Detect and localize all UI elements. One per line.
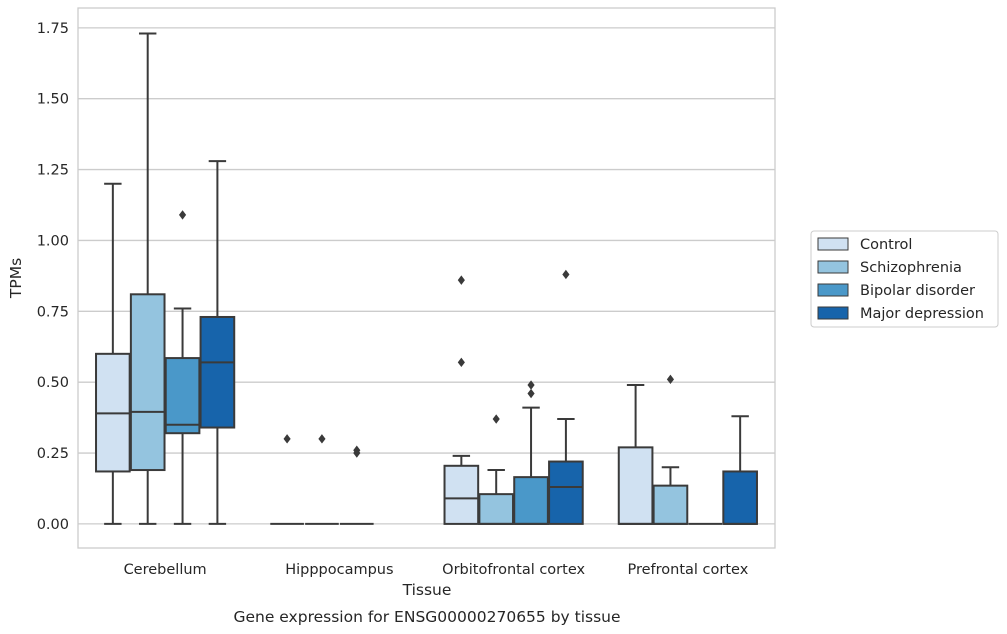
- outlier-point: [178, 210, 187, 220]
- outlier-point: [527, 380, 535, 390]
- outlier-point: [457, 357, 465, 368]
- legend-label: Major depression: [860, 306, 984, 322]
- box-group: [95, 182, 131, 525]
- box: [199, 315, 236, 429]
- chart-caption: Gene expression for ENSG00000270655 by t…: [233, 608, 620, 626]
- y-tick-label: 1.50: [37, 92, 69, 108]
- y-tick-label: 1.25: [37, 163, 69, 179]
- y-axis-title: TPMs: [7, 258, 25, 299]
- x-tick-label: Orbitofrontal cortex: [442, 562, 585, 578]
- y-tick-label: 0.50: [37, 375, 69, 391]
- y-tick-label: 1.75: [37, 21, 69, 37]
- legend-frame: [810, 230, 999, 328]
- x-tick-label: Cerebellum: [124, 562, 207, 578]
- x-tick-label: Hipppocampus: [285, 562, 393, 578]
- box-group: [443, 275, 480, 525]
- plot-area: [78, 8, 775, 548]
- outlier-point: [283, 434, 291, 444]
- box-group: [652, 374, 689, 525]
- boxes-layer: [95, 32, 758, 525]
- y-tick-label: 0.75: [37, 304, 69, 320]
- box-group: [339, 445, 374, 525]
- box-group: [513, 380, 549, 525]
- outlier-point: [527, 388, 535, 399]
- box-group: [199, 160, 236, 525]
- x-tick-label: Prefrontal cortex: [627, 562, 748, 578]
- legend-swatch: [817, 306, 849, 320]
- legend-label: Bipolar disorder: [860, 283, 975, 299]
- y-tick-label: 0.25: [37, 446, 69, 462]
- box: [722, 470, 758, 525]
- legend-label: Control: [860, 237, 912, 253]
- x-axis-title: Tissue: [402, 581, 452, 599]
- box: [478, 493, 515, 525]
- box-group: [164, 210, 201, 525]
- box-group: [129, 32, 166, 525]
- box-group: [478, 414, 515, 525]
- legend-label: Schizophrenia: [860, 260, 962, 276]
- plot-frame: [77, 7, 776, 549]
- box-group: [617, 384, 654, 525]
- box-group: [722, 415, 758, 525]
- y-tick-labels: 0.00 0.25 0.50 0.75 1.00 1.25 1.50 1.75: [37, 21, 69, 533]
- box-group: [548, 269, 584, 525]
- box-group: [270, 434, 304, 525]
- box: [617, 446, 654, 525]
- outlier-point: [318, 434, 326, 444]
- box: [443, 464, 480, 525]
- box: [652, 484, 689, 525]
- box: [548, 460, 584, 525]
- box: [513, 476, 549, 525]
- outlier-point: [562, 269, 570, 280]
- box: [164, 357, 201, 435]
- legend: Control Schizophrenia Bipolar disorder Majo…: [810, 230, 999, 328]
- y-tick-label: 1.00: [37, 233, 69, 249]
- legend-swatch: [817, 237, 849, 251]
- outlier-point: [492, 414, 500, 424]
- legend-swatch: [817, 260, 849, 274]
- outlier-point: [353, 445, 361, 455]
- y-tick-label: 0.00: [37, 517, 69, 533]
- box: [129, 293, 166, 472]
- outlier-point: [457, 275, 465, 285]
- legend-swatch: [817, 283, 849, 297]
- x-tick-labels: Cerebellum Hipppocampus Orbitofrontal cort…: [124, 562, 749, 578]
- legend-items: Control Schizophrenia Bipolar disorder Majo…: [817, 237, 984, 322]
- box-group: [305, 434, 339, 525]
- outlier-point: [666, 374, 675, 385]
